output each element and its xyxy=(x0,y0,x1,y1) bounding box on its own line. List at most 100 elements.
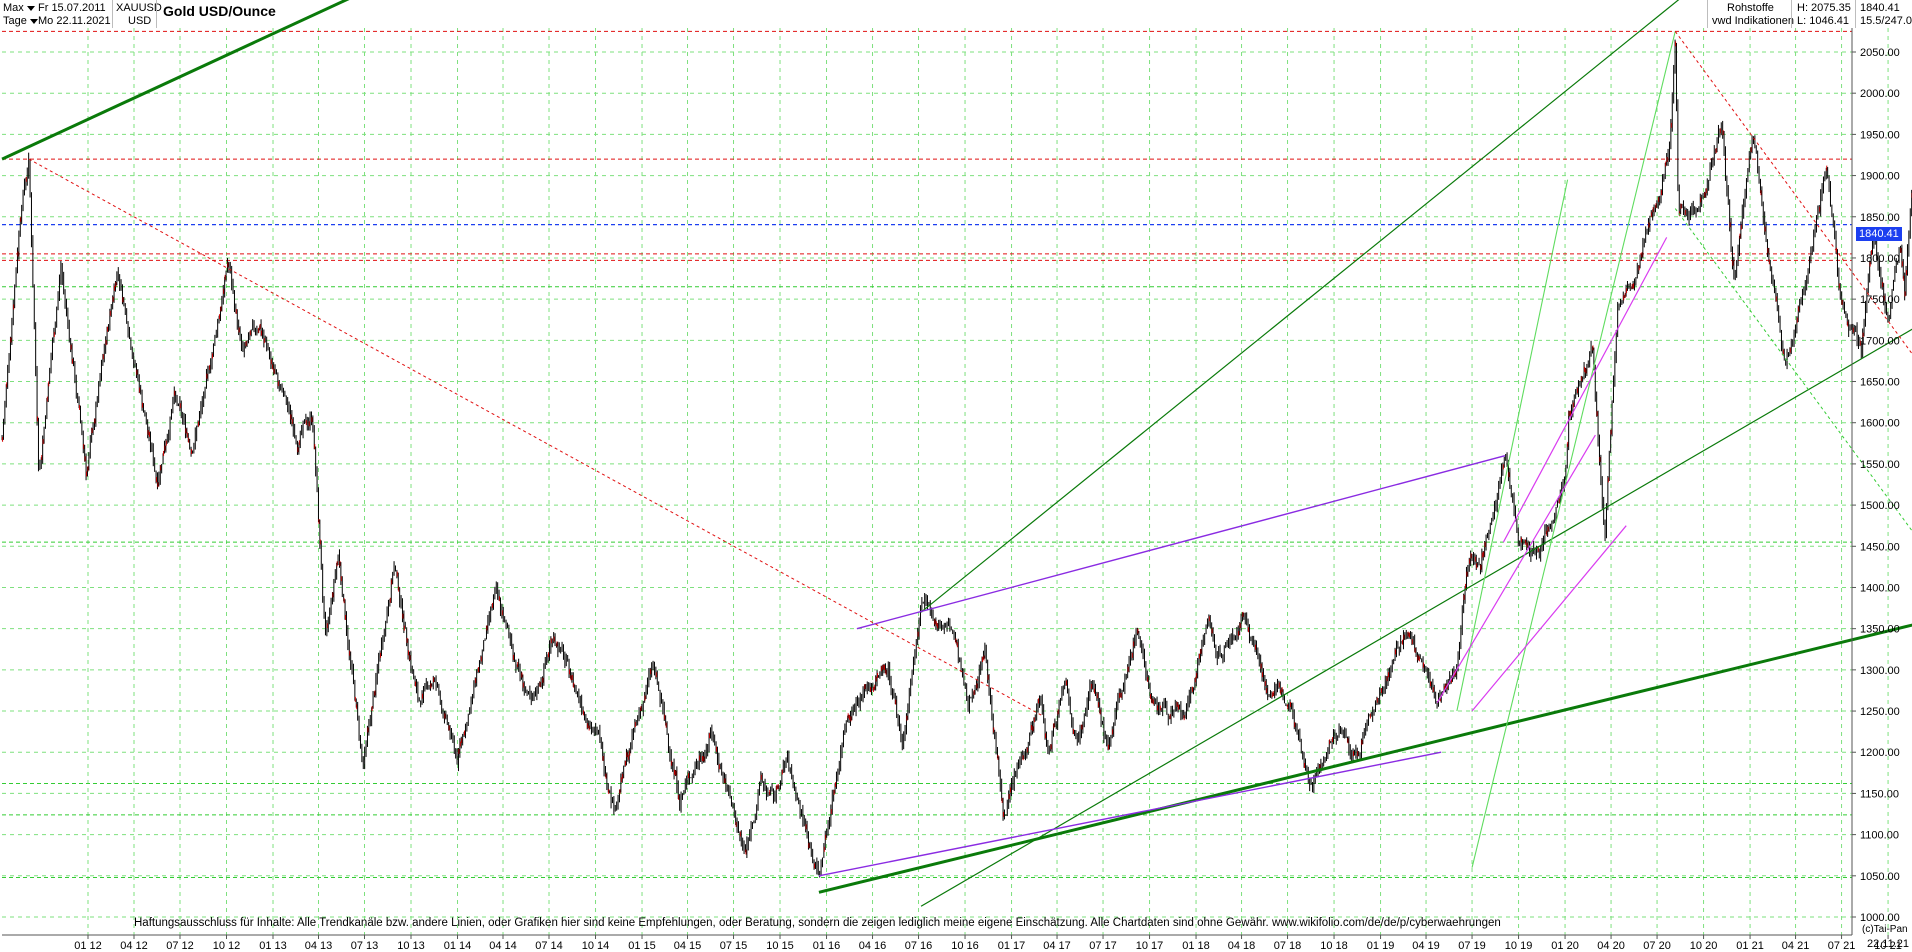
currency-label: USD xyxy=(128,15,152,27)
x-tick-label: 07 14 xyxy=(535,940,563,952)
period-label: Max xyxy=(3,2,24,14)
x-tick-label: 10 18 xyxy=(1320,940,1348,952)
x-tick-label: 10 20 xyxy=(1690,940,1718,952)
x-tick-label: 04 18 xyxy=(1228,940,1256,952)
x-tick-label: 01 17 xyxy=(998,940,1026,952)
x-tick-label: 04 17 xyxy=(1043,940,1071,952)
x-tick-label: 10 15 xyxy=(766,940,794,952)
x-tick-label: 04 21 xyxy=(1782,940,1810,952)
y-tick-label: 1650.00 xyxy=(1860,377,1900,389)
x-tick-label: 07 15 xyxy=(720,940,748,952)
x-tick-label: 10 12 xyxy=(213,940,241,952)
trend-line xyxy=(1436,434,1596,704)
x-tick-label: 07 13 xyxy=(351,940,379,952)
y-tick-label: 1700.00 xyxy=(1860,335,1900,347)
y-tick-label: 1750.00 xyxy=(1860,294,1900,306)
high-value: H: 2075.35 xyxy=(1797,2,1851,14)
x-tick-label: 04 20 xyxy=(1597,940,1625,952)
y-tick-label: 1850.00 xyxy=(1860,212,1900,224)
trend-line xyxy=(1674,31,1912,355)
y-tick-label: 1550.00 xyxy=(1860,459,1900,471)
trend-line xyxy=(1502,237,1668,543)
x-tick-label: 04 12 xyxy=(120,940,148,952)
trend-line xyxy=(818,751,1442,877)
x-tick-label: 07 21 xyxy=(1828,940,1856,952)
y-tick-label: 1900.00 xyxy=(1860,171,1900,183)
trend-line xyxy=(1,0,350,161)
x-tick-label: 04 16 xyxy=(859,940,887,952)
chevron-down-icon xyxy=(26,5,35,11)
y-tick-label: 1450.00 xyxy=(1860,541,1900,553)
x-tick-label: 04 13 xyxy=(305,940,333,952)
trend-line xyxy=(1471,31,1676,868)
y-tick-label: 1600.00 xyxy=(1860,418,1900,430)
x-tick-label: 07 19 xyxy=(1458,940,1486,952)
chart-axes: 1000.00 1050.00 1100.00 1150.00 1200.00 1250.… xyxy=(2,28,1902,952)
from-date: Fr 15.07.2011 xyxy=(38,2,106,14)
last-value: 1840.41 xyxy=(1860,2,1900,14)
y-tick-label: 1400.00 xyxy=(1860,582,1900,594)
x-tick-label: 01 13 xyxy=(259,940,287,952)
y-tick-label: 2050.00 xyxy=(1860,47,1900,59)
y-tick-label: 2000.00 xyxy=(1860,88,1900,100)
trend-line xyxy=(1471,525,1627,712)
trend-line xyxy=(920,328,1912,907)
current-price-box: 1840.41 xyxy=(1856,227,1902,241)
category-label: Rohstoffe xyxy=(1727,2,1774,14)
x-tick-label: 10 17 xyxy=(1136,940,1164,952)
y-tick-label: 1200.00 xyxy=(1860,747,1900,759)
y-tick-label: 1350.00 xyxy=(1860,624,1900,636)
y-tick-label: 1250.00 xyxy=(1860,706,1900,718)
y-tick-label: 1500.00 xyxy=(1860,500,1900,512)
x-tick-label: 01 16 xyxy=(813,940,841,952)
trend-line xyxy=(856,454,1506,630)
horizontal-levels xyxy=(2,30,1852,878)
x-tick-label: 07 17 xyxy=(1089,940,1117,952)
y-tick-label: 1300.00 xyxy=(1860,665,1900,677)
trend-line xyxy=(1456,179,1569,712)
trend-line xyxy=(920,0,1680,613)
chart-grid xyxy=(2,28,1889,935)
x-tick-label: 01 21 xyxy=(1736,940,1764,952)
y-tick-label: 1150.00 xyxy=(1860,788,1899,800)
y-tick-label: 1050.00 xyxy=(1860,871,1900,883)
to-date: Mo 22.11.2021 xyxy=(38,15,111,27)
trend-lines xyxy=(1,0,1912,907)
x-tick-label: 07 20 xyxy=(1643,940,1671,952)
x-tick-label: 07 18 xyxy=(1274,940,1302,952)
chevron-down-icon xyxy=(29,18,38,24)
x-tick-label: 10 16 xyxy=(951,940,979,952)
y-tick-label: 1800.00 xyxy=(1860,253,1900,265)
trend-line xyxy=(818,623,1912,894)
y-tick-label: 1100.00 xyxy=(1860,830,1899,842)
change-value: 15.5/247.0 xyxy=(1860,15,1912,27)
y-tick-label: 1000.00 xyxy=(1860,912,1900,924)
y-tick-label: 1950.00 xyxy=(1860,129,1900,141)
x-tick-label: 10 19 xyxy=(1505,940,1533,952)
x-tick-label: 07 12 xyxy=(166,940,194,952)
trend-line xyxy=(1674,208,1912,532)
x-tick-label: 10 13 xyxy=(397,940,425,952)
period-selector[interactable]: Max xyxy=(3,2,35,14)
chart-title: Gold USD/Ounce xyxy=(163,3,276,19)
end-date-label: 22.11.21 xyxy=(1867,938,1910,950)
x-tick-label: 01 20 xyxy=(1551,940,1579,952)
symbol-label: XAUUSD xyxy=(116,2,162,14)
x-tick-label: 01 15 xyxy=(628,940,656,952)
x-tick-label: 01 19 xyxy=(1367,940,1395,952)
x-tick-label: 01 12 xyxy=(74,940,102,952)
x-tick-label: 10 14 xyxy=(582,940,610,952)
x-tick-label: 10 21 xyxy=(1874,940,1902,952)
source-label: vwd Indikationen xyxy=(1712,15,1794,27)
disclaimer-text: Haftungsausschluss für Inhalte: Alle Tre… xyxy=(134,917,1501,929)
x-tick-label: 04 14 xyxy=(489,940,517,952)
x-tick-label: 04 15 xyxy=(674,940,702,952)
copyright-credit: (c)Tai-Pan xyxy=(1862,924,1908,935)
x-tick-label: 01 18 xyxy=(1182,940,1210,952)
interval-label: Tage xyxy=(3,15,27,27)
interval-selector[interactable]: Tage xyxy=(3,15,38,27)
x-tick-label: 01 14 xyxy=(444,940,472,952)
low-value: L: 1046.41 xyxy=(1797,15,1849,27)
x-tick-label: 07 16 xyxy=(905,940,933,952)
